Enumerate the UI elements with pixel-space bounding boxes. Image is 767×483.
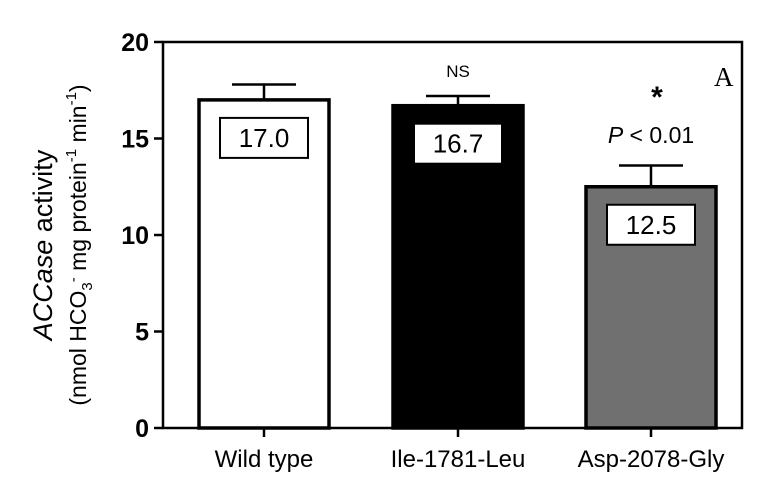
value-label: 16.7 (433, 129, 484, 159)
y-tick-label: 0 (135, 415, 149, 443)
x-tick-label: Wild type (215, 446, 314, 473)
x-tick-label: Ile-1781-Leu (391, 446, 526, 473)
value-label-box (413, 122, 503, 165)
bars-group: 17.0 16.7 NS 12.5 * P < 0.01 (197, 62, 718, 430)
value-label-box (606, 203, 696, 246)
y-tick-label: 15 (121, 126, 149, 154)
panel-label: A (714, 62, 734, 92)
value-label: 17.0 (239, 123, 290, 153)
value-label-box (219, 116, 309, 159)
value-label: 12.5 (626, 210, 677, 240)
y-axis: 0 5 10 15 20 (121, 29, 163, 443)
y-tick-label: 10 (121, 222, 149, 250)
y-axis-title-line2: (nmol HCO3- mg protein-1 min-1) (63, 84, 96, 405)
y-tick-label: 20 (121, 29, 149, 57)
y-axis-title-line1: ACCase activity (28, 149, 58, 342)
significance-label: NS (446, 62, 470, 81)
p-value-label: P < 0.01 (608, 122, 694, 148)
x-tick-label: Asp-2078-Gly (578, 446, 725, 473)
y-tick-label: 5 (135, 319, 149, 347)
significance-star: * (651, 81, 663, 114)
x-axis: Wild type Ile-1781-Leu Asp-2078-Gly (215, 428, 725, 473)
